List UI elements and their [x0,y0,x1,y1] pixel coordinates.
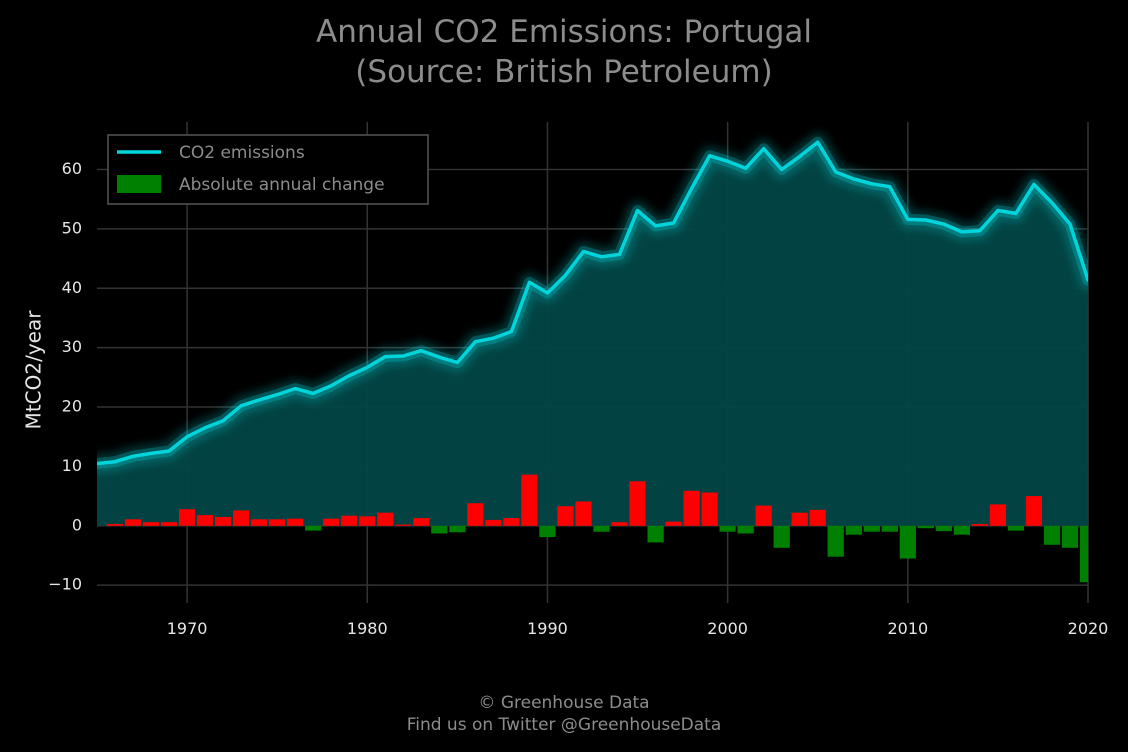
change-bar [575,501,592,526]
footer-twitter: Find us on Twitter @GreenhouseData [406,715,722,735]
line-layer [97,140,1088,466]
change-bar [647,525,664,543]
change-bar [142,522,160,526]
change-bar [323,518,340,526]
change-bar [917,525,934,529]
y-tick-label: 60 [62,159,82,178]
change-bar [269,519,286,526]
change-bar [1079,525,1088,583]
x-tick-label: 2010 [887,619,928,638]
change-bar [971,524,988,526]
y-tick-label: 40 [62,278,82,297]
change-bar [539,525,556,538]
x-tick-label: 2000 [707,619,748,638]
x-tick-label: 1980 [347,619,388,638]
emissions-line [97,140,1088,466]
x-tick-label: 2020 [1068,619,1109,638]
change-bar [665,521,682,526]
change-bar [701,492,718,526]
chart-title: Annual CO2 Emissions: Portugal (Source: … [0,12,1128,92]
change-bar [593,525,610,532]
x-tick-label: 1990 [527,619,568,638]
legend-label-change: Absolute annual change [179,175,385,195]
change-bar [737,525,754,534]
tick-layer: 1970 1980 1990 2000 2010 2020 −10 0 10 20 30 40 50 60 [48,159,1108,638]
change-bar [161,522,178,526]
change-bar [935,525,952,532]
change-bar [377,512,394,526]
change-bar [1007,525,1024,531]
chart-title-line-2: (Source: British Petroleum) [355,54,773,90]
y-tick-label: −10 [48,575,82,594]
change-bar [197,515,214,526]
change-bar [233,510,250,526]
y-tick-label: 10 [62,456,82,475]
change-bar [179,509,196,526]
legend: CO2 emissions Absolute annual change [107,134,429,205]
y-tick-label: 20 [62,397,82,416]
footer: © Greenhouse Data Find us on Twitter @Gr… [0,692,1128,736]
change-bar [755,505,772,526]
change-bar [1061,525,1079,548]
footer-copyright: © Greenhouse Data [478,693,650,713]
change-bar [863,525,880,532]
y-tick-label: 50 [62,218,82,237]
change-bar [305,525,322,531]
change-bar [215,516,232,526]
change-bar [809,509,826,526]
change-bar [899,525,916,559]
y-tick-label: 0 [72,515,82,534]
bar-layer [106,474,1088,583]
legend-frame [107,134,429,205]
change-bar [881,525,898,532]
change-bar [431,525,448,534]
x-tick-label: 1970 [167,619,208,638]
change-bar [629,481,646,526]
change-bar [989,504,1006,526]
change-bar [124,519,142,526]
change-bar [395,524,412,526]
change-bar [827,525,844,557]
area-layer [97,142,1088,526]
change-bar [719,525,736,532]
change-bar [683,490,700,526]
change-bar [773,525,790,548]
change-bar [413,518,430,526]
legend-bar-swatch [117,175,161,193]
chart-title-line-1: Annual CO2 Emissions: Portugal [316,14,812,50]
change-bar [251,519,268,526]
change-bar [1043,525,1061,545]
legend-label-co2: CO2 emissions [179,143,305,163]
change-bar [449,525,466,533]
change-bar [485,519,502,526]
change-bar [521,474,538,526]
change-bar [503,518,520,526]
change-bar [557,506,574,526]
change-bar [359,516,376,526]
change-bar [611,522,628,526]
y-axis-label: MtCO2/year [22,310,46,430]
change-bar [1025,496,1042,526]
y-tick-label: 30 [62,337,82,356]
change-bar [467,503,484,526]
change-bar [106,524,124,526]
change-bar [287,518,304,526]
change-bar [791,512,808,526]
change-bar [845,525,862,535]
emissions-area [97,142,1088,526]
change-bar [341,515,358,526]
change-bar [953,525,970,535]
